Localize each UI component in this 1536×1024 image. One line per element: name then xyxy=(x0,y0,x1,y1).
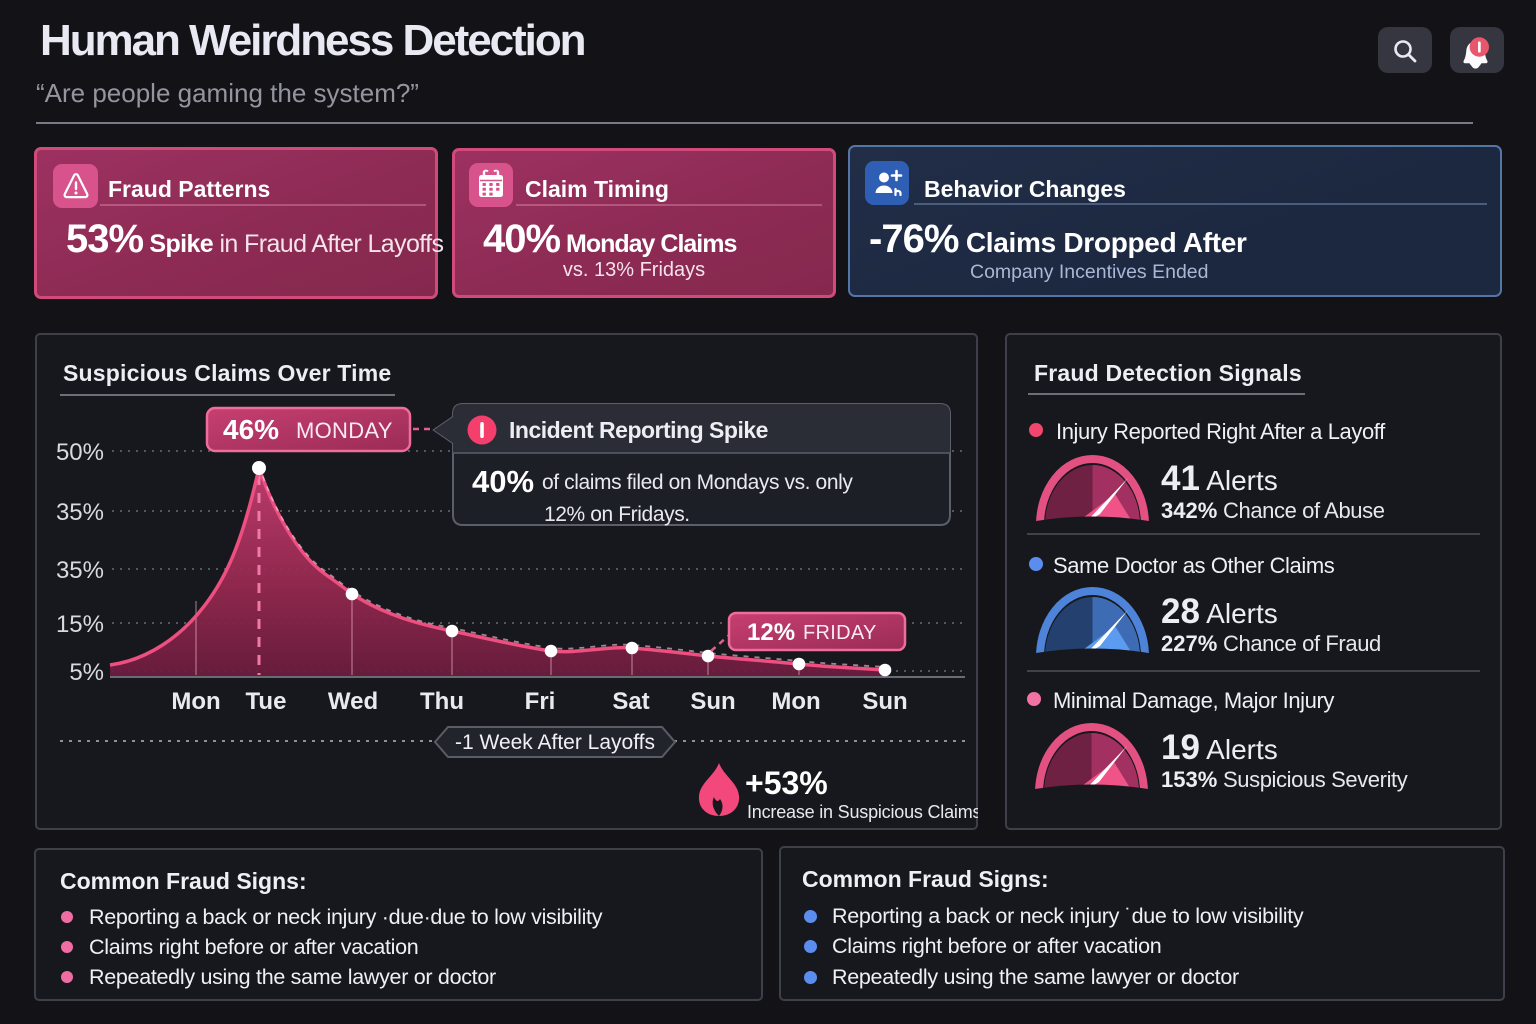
svg-text:Thu: Thu xyxy=(420,688,464,715)
svg-text:Sun: Sun xyxy=(862,688,907,715)
svg-text:50%: 50% xyxy=(56,439,104,466)
svg-text:FRIDAY: FRIDAY xyxy=(803,622,877,644)
svg-text:Increase in Suspicious Claims: Increase in Suspicious Claims xyxy=(747,802,978,822)
svg-text:Sun: Sun xyxy=(690,688,735,715)
svg-text:40%: 40% xyxy=(472,464,534,499)
svg-text:Incident Reporting Spike: Incident Reporting Spike xyxy=(509,417,768,443)
svg-text:Sat: Sat xyxy=(612,688,649,715)
svg-text:of claims filed on Mondays vs.: of claims filed on Mondays vs. only xyxy=(542,471,853,494)
svg-text:-1 Week After Layoffs: -1 Week After Layoffs xyxy=(455,731,655,754)
svg-text:Wed: Wed xyxy=(328,688,378,715)
svg-text:Fri: Fri xyxy=(525,688,556,715)
svg-text:Tue: Tue xyxy=(246,688,287,715)
svg-text:Mon: Mon xyxy=(171,688,220,715)
svg-text:12%: 12% xyxy=(747,619,795,646)
svg-text:35%: 35% xyxy=(56,499,104,526)
svg-text:12% on Fridays.: 12% on Fridays. xyxy=(544,503,690,526)
svg-text:5%: 5% xyxy=(69,659,104,686)
svg-text:46%: 46% xyxy=(223,414,279,445)
svg-text:35%: 35% xyxy=(56,557,104,584)
svg-text:Mon: Mon xyxy=(771,688,820,715)
svg-text:MONDAY: MONDAY xyxy=(296,418,393,443)
svg-text:+53%: +53% xyxy=(745,765,828,801)
svg-text:15%: 15% xyxy=(56,611,104,638)
